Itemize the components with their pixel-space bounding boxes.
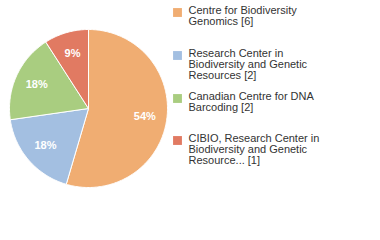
svg-text:54%: 54%: [134, 110, 156, 122]
svg-text:Research Center inBiodiversity: Research Center inBiodiversity and Genet…: [189, 47, 308, 81]
svg-text:Canadian Centre for DNABarcodi: Canadian Centre for DNABarcoding [2]: [189, 90, 315, 113]
svg-text:Centre for BiodiversityGenomic: Centre for BiodiversityGenomics [6]: [189, 4, 298, 27]
svg-text:CIBIO, Research Center inBiodi: CIBIO, Research Center inBiodiversity an…: [189, 132, 320, 166]
svg-text:18%: 18%: [26, 78, 48, 90]
svg-text:18%: 18%: [34, 139, 56, 151]
svg-text:9%: 9%: [65, 47, 81, 59]
